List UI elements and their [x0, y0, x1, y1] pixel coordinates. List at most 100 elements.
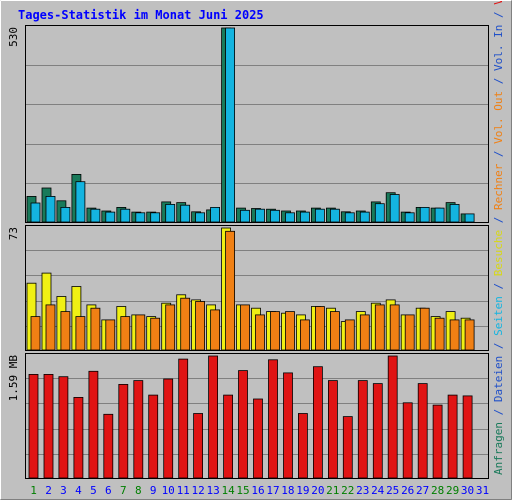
bar-volumen-day-13: [208, 355, 219, 479]
x-tick-label: 21: [326, 484, 339, 497]
bar-rechner-day-14: [225, 230, 236, 351]
bar-dateien-day-4: [75, 181, 86, 223]
bar-rechner-day-4: [75, 316, 86, 351]
side-legend-entry: /: [492, 71, 505, 91]
x-tick-label: 14: [221, 484, 235, 497]
side-legend-entry: Seiten: [492, 296, 505, 336]
side-legend-entry: Rechner: [492, 163, 505, 210]
y-axis-max-label: 73: [7, 227, 20, 240]
chart-panels: 530 73 1.59 MB: [7, 25, 489, 479]
bar-volumen-day-16: [253, 398, 263, 479]
x-tick-label: 5: [90, 484, 97, 497]
bar-dateien-day-29: [449, 203, 460, 223]
bar-dateien-day-2: [45, 195, 56, 223]
bar-volumen-day-18: [283, 372, 293, 479]
side-legend-entry: /: [492, 402, 505, 422]
bar-volumen-day-30: [462, 395, 473, 479]
bar-dateien-day-14: [225, 27, 236, 223]
x-tick-label: 7: [120, 484, 127, 497]
bar-rechner-day-2: [45, 304, 56, 351]
bar-volumen-day-20: [312, 366, 323, 479]
x-tick-label: 10: [162, 484, 175, 497]
bar-volumen-day-27: [417, 383, 428, 479]
x-tick-label: 1: [30, 484, 37, 497]
bar-rechner-day-20: [314, 306, 325, 351]
x-tick-label: 27: [416, 484, 429, 497]
bar-dateien-day-10: [165, 203, 176, 223]
bar-dateien-day-19: [299, 211, 310, 223]
chart-panel-2: 73: [7, 225, 489, 351]
x-tick-label: 30: [461, 484, 474, 497]
x-tick-label: 23: [356, 484, 369, 497]
panel-border: [25, 353, 489, 479]
bar-rechner-day-18: [285, 311, 295, 351]
panel-border: [25, 25, 489, 223]
bar-dateien-day-15: [240, 209, 250, 223]
bar-volumen-day-2: [43, 373, 54, 479]
x-tick-label: 6: [105, 484, 112, 497]
x-tick-label: 12: [191, 484, 204, 497]
x-tick-label: 26: [401, 484, 414, 497]
bar-volumen-day-4: [73, 396, 84, 479]
bar-rechner-day-9: [150, 317, 161, 351]
x-tick-label: 2: [45, 484, 52, 497]
bar-volumen-day-15: [238, 370, 248, 479]
x-tick-label: 22: [341, 484, 354, 497]
bar-volumen-day-9: [148, 394, 159, 479]
bar-dateien-day-18: [285, 212, 295, 223]
bar-dateien-day-24: [374, 203, 385, 223]
bar-rechner-day-10: [165, 304, 176, 351]
bar-dateien-day-20: [314, 208, 325, 223]
x-tick-label: 28: [431, 484, 444, 497]
chart-title: Tages-Statistik im Monat Juni 2025: [18, 8, 264, 22]
bar-dateien-day-22: [344, 212, 355, 223]
side-legend: Anfragen / Dateien / Seiten / Besuche / …: [492, 0, 505, 475]
bar-rechner-day-25: [389, 304, 400, 351]
bar-rechner-day-12: [195, 301, 206, 351]
x-tick-label: 15: [236, 484, 249, 497]
x-tick-label: 29: [446, 484, 459, 497]
side-legend-entry: Volumen: [492, 0, 505, 5]
bar-rechner-day-30: [464, 319, 475, 351]
bar-dateien-day-30: [464, 213, 475, 223]
bar-rechner-day-23: [359, 314, 370, 351]
bar-volumen-day-24: [372, 383, 383, 479]
bar-volumen-day-22: [342, 416, 353, 479]
bar-volumen-day-25: [387, 355, 398, 479]
bar-dateien-day-12: [195, 212, 206, 223]
bar-rechner-day-5: [90, 307, 101, 351]
bar-dateien-day-26: [404, 212, 415, 223]
bar-volumen-day-10: [163, 378, 174, 479]
side-legend-entry: Besuche: [492, 230, 505, 276]
bar-rechner-day-16: [255, 314, 265, 351]
panel-border: [25, 225, 489, 351]
x-tick-label: 16: [251, 484, 264, 497]
bar-dateien-day-3: [60, 206, 71, 223]
bar-volumen-day-6: [103, 413, 114, 479]
bar-volumen-day-5: [88, 370, 99, 479]
bar-dateien-day-28: [434, 207, 445, 223]
bar-volumen-day-1: [28, 373, 39, 479]
bar-rechner-day-21: [329, 311, 340, 351]
bar-dateien-day-7: [120, 208, 131, 223]
x-tick-label: 25: [386, 484, 399, 497]
bar-rechner-day-6: [105, 319, 116, 351]
side-legend-entry: Dateien: [492, 356, 505, 402]
x-tick-label: 19: [296, 484, 309, 497]
bar-rechner-day-15: [240, 304, 250, 351]
bar-volumen-day-7: [118, 383, 129, 479]
x-tick-label: 4: [75, 484, 82, 497]
bar-rechner-day-11: [180, 297, 191, 351]
bar-dateien-day-16: [255, 208, 265, 223]
bar-volumen-day-21: [327, 380, 338, 479]
side-legend-entry: /: [492, 210, 505, 230]
bar-volumen-day-17: [268, 359, 278, 479]
bar-dateien-day-8: [135, 212, 146, 223]
bar-dateien-day-11: [180, 204, 191, 223]
x-tick-label: 13: [206, 484, 219, 497]
side-legend-entry: /: [492, 5, 505, 25]
x-tick-label: 18: [281, 484, 294, 497]
x-tick-label: 31: [476, 484, 489, 497]
chart-panel-3: 1.59 MB: [7, 353, 489, 479]
bar-dateien-day-9: [150, 212, 161, 223]
